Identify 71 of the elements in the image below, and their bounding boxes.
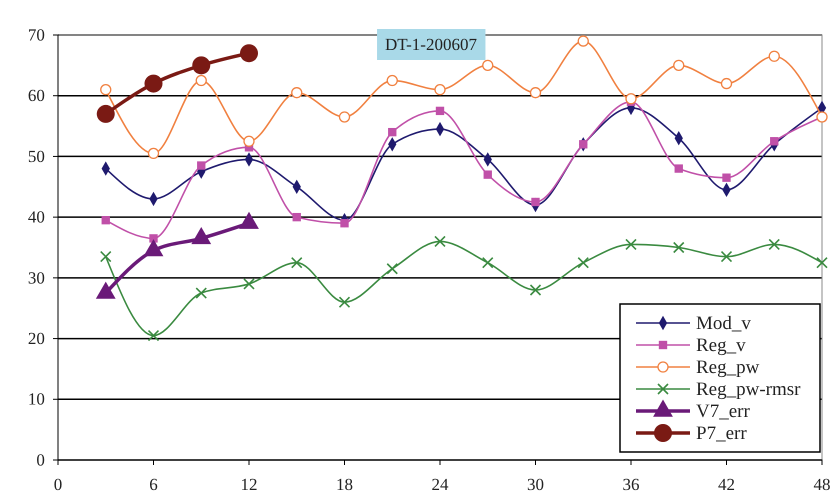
point bbox=[484, 170, 492, 179]
y-tick-label: 50 bbox=[28, 146, 45, 166]
point bbox=[340, 219, 349, 228]
point bbox=[768, 238, 780, 250]
point bbox=[770, 137, 778, 146]
point bbox=[291, 87, 302, 98]
point bbox=[192, 56, 210, 74]
annotation: DT-1-200607 bbox=[385, 35, 478, 54]
point bbox=[625, 238, 637, 250]
point bbox=[673, 60, 684, 72]
point bbox=[388, 128, 396, 136]
point bbox=[434, 236, 446, 248]
point bbox=[482, 60, 494, 72]
legend-label: P7_err bbox=[696, 423, 748, 444]
legend-label: Reg_v bbox=[696, 335, 746, 356]
x-tick-label: 18 bbox=[336, 475, 353, 494]
y-tick-label: 40 bbox=[28, 208, 45, 227]
point bbox=[102, 216, 110, 224]
y-tick-label: 70 bbox=[28, 25, 45, 44]
legend-label: Reg_pw bbox=[696, 357, 760, 378]
point bbox=[674, 164, 683, 173]
y-tick-label: 10 bbox=[28, 390, 45, 409]
point bbox=[578, 35, 589, 47]
point bbox=[720, 250, 732, 262]
point bbox=[436, 106, 444, 116]
point bbox=[243, 136, 255, 147]
point bbox=[292, 212, 301, 222]
point bbox=[100, 250, 112, 262]
point bbox=[577, 256, 590, 268]
point bbox=[338, 296, 350, 308]
x-tick-label: 12 bbox=[240, 475, 258, 494]
x-tick-label: 36 bbox=[622, 475, 640, 494]
point bbox=[434, 84, 446, 96]
point bbox=[768, 50, 780, 62]
legend-label: Reg_pw-rmsr bbox=[696, 379, 802, 400]
point bbox=[579, 140, 588, 148]
x-tick-label: 24 bbox=[432, 475, 449, 494]
point bbox=[530, 284, 542, 296]
y-tick-label: 30 bbox=[28, 268, 45, 288]
point bbox=[531, 198, 540, 206]
point bbox=[148, 148, 160, 160]
point bbox=[196, 74, 207, 86]
point bbox=[195, 287, 208, 299]
point bbox=[386, 262, 398, 275]
x-tick-label: 6 bbox=[149, 475, 158, 494]
legend-label: Mod_v bbox=[696, 313, 752, 334]
point bbox=[243, 278, 255, 290]
point bbox=[338, 111, 350, 123]
point bbox=[720, 78, 732, 90]
point bbox=[672, 242, 685, 254]
x-tick-label: 42 bbox=[718, 475, 735, 494]
point bbox=[290, 256, 303, 268]
point bbox=[197, 161, 206, 170]
point bbox=[148, 330, 160, 342]
point bbox=[100, 84, 112, 96]
x-tick-label: 30 bbox=[527, 475, 544, 494]
point bbox=[386, 74, 398, 86]
point bbox=[482, 256, 494, 268]
point bbox=[816, 256, 828, 268]
point bbox=[144, 74, 162, 93]
y-tick-label: 60 bbox=[28, 86, 45, 106]
point bbox=[530, 87, 542, 98]
point bbox=[722, 173, 731, 182]
x-tick-label: 0 bbox=[54, 475, 62, 494]
point bbox=[96, 104, 115, 123]
point bbox=[240, 44, 258, 62]
y-tick-label: 20 bbox=[28, 329, 45, 348]
y-tick-label: 0 bbox=[36, 450, 45, 470]
x-tick-label: 48 bbox=[814, 475, 830, 494]
legend-label: V7_err bbox=[696, 401, 750, 422]
point bbox=[625, 93, 637, 104]
